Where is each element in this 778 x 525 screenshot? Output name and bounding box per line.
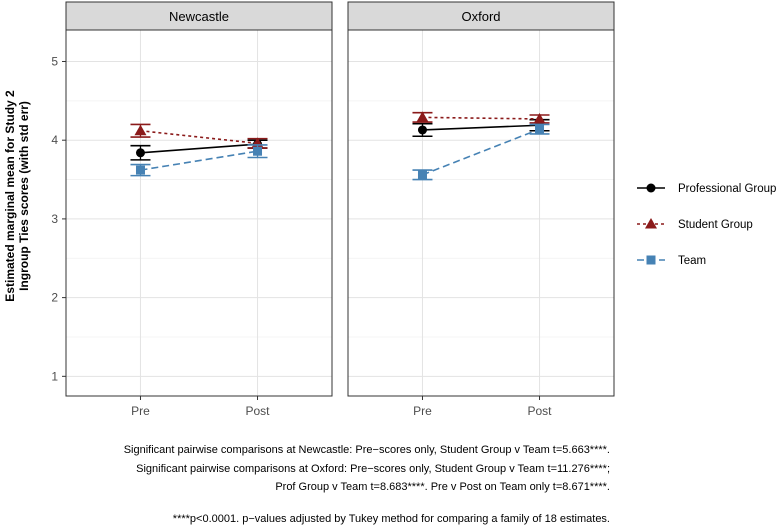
series-team xyxy=(130,144,268,177)
x-tick-label: Post xyxy=(246,404,271,418)
caption-line-4: ****p<0.0001. p−values adjusted by Tukey… xyxy=(172,513,610,525)
y-axis-title-line1: Estimated marginal mean for Study 2 xyxy=(3,90,17,302)
data-point xyxy=(253,146,263,156)
caption-line-1: Significant pairwise comparisons at Newc… xyxy=(123,444,610,456)
legend-item-professional-group: Professional Group xyxy=(637,183,776,195)
plot-background xyxy=(348,30,614,396)
plot-background xyxy=(66,30,332,396)
legend-label: Professional Group xyxy=(678,183,776,195)
series-line xyxy=(422,128,540,176)
series-line xyxy=(140,129,258,145)
y-tick-label: 1 xyxy=(51,369,58,383)
facet-strip xyxy=(65,1,333,31)
data-point xyxy=(533,112,546,124)
data-point xyxy=(535,124,545,134)
series-line xyxy=(140,143,258,154)
facet-panels: Newcastle Pre Post 1 2 3 4 5 Oxford Pre Post xyxy=(51,1,615,418)
facet-panel-newcastle: Newcastle Pre Post 1 2 3 4 5 xyxy=(51,1,333,418)
x-tick-label: Post xyxy=(528,404,553,418)
series-team xyxy=(412,123,550,181)
facet-strip-label: Newcastle xyxy=(169,9,229,24)
legend-key-marker xyxy=(646,183,656,193)
panel-border xyxy=(65,29,333,397)
series-student-group xyxy=(130,123,268,149)
legend: Professional Group Student Group Team xyxy=(637,183,776,267)
legend-key-marker xyxy=(646,255,656,265)
data-point xyxy=(135,148,145,158)
series-line xyxy=(422,116,540,120)
series-line xyxy=(422,124,540,131)
legend-label: Team xyxy=(678,255,706,267)
y-tick-label: 5 xyxy=(51,54,58,68)
facet-strip xyxy=(347,1,615,31)
data-point xyxy=(417,125,427,135)
y-tick-label: 2 xyxy=(51,291,58,305)
x-tick-label: Pre xyxy=(413,404,432,418)
data-point xyxy=(135,165,145,175)
legend-key-marker xyxy=(645,218,657,229)
x-tick-label: Pre xyxy=(131,404,150,418)
chart: Estimated marginal mean for Study 2 Ingr… xyxy=(3,1,776,418)
facet-panel-oxford: Oxford Pre Post xyxy=(347,1,615,418)
facet-strip-label: Oxford xyxy=(461,9,500,24)
data-point xyxy=(417,170,427,180)
legend-label: Student Group xyxy=(678,219,753,231)
legend-item-team: Team xyxy=(637,255,706,267)
y-axis-title-line2: Ingroup Ties scores (with std err) xyxy=(17,101,31,291)
y-tick-label: 3 xyxy=(51,212,58,226)
series-line xyxy=(140,150,258,171)
data-point xyxy=(134,124,147,136)
panel-border xyxy=(347,29,615,397)
series-student-group xyxy=(412,111,550,124)
caption-line-3: Prof Group v Team t=8.683****. Pre v Pos… xyxy=(275,481,610,493)
legend-item-student-group: Student Group xyxy=(637,218,753,231)
caption-line-2: Significant pairwise comparisons at Oxfo… xyxy=(136,463,610,475)
data-point xyxy=(416,111,429,122)
y-tick-label: 4 xyxy=(51,133,58,147)
